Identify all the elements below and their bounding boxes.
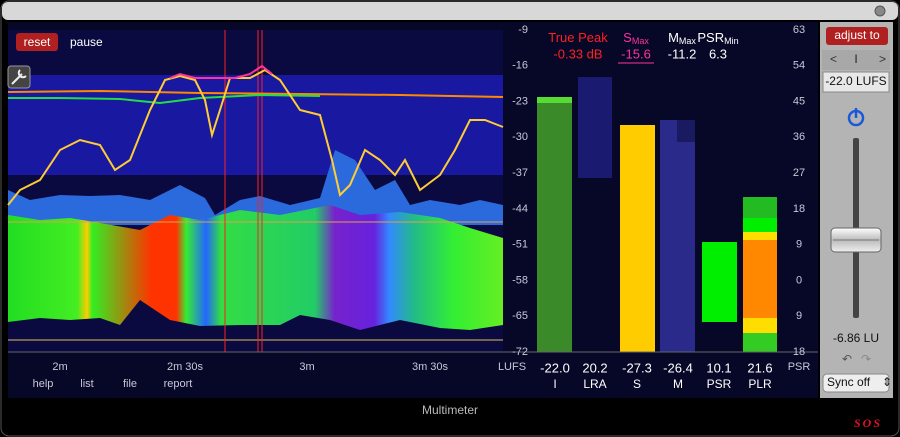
title-bar	[2, 2, 898, 20]
loudness-unit: LUFS	[498, 361, 526, 373]
readout-value: -0.33 dB	[553, 46, 602, 61]
time-label: 2m	[52, 361, 67, 373]
psr-tick: 18	[793, 203, 805, 215]
psr-tick: 18	[793, 346, 805, 358]
sync-label[interactable]: Sync off	[827, 375, 871, 389]
psr-tick: 9	[796, 239, 802, 251]
meter-value: 20.2	[582, 360, 607, 375]
target-field[interactable]	[822, 71, 890, 93]
readout-name: True Peak	[548, 30, 608, 45]
psr-tick: 27	[793, 167, 805, 179]
menu-item[interactable]: help	[33, 378, 54, 390]
time-label: 3m	[299, 361, 314, 373]
meter-label: M	[673, 377, 683, 391]
prev-arrow[interactable]: <	[830, 52, 837, 66]
adjust-button[interactable]	[826, 27, 888, 45]
readout-name: S	[623, 30, 632, 45]
history-graph	[7, 30, 504, 352]
readout-sub: Max	[632, 36, 650, 46]
loudness-tick: -23	[512, 95, 528, 107]
loudness-tick: -30	[512, 131, 528, 143]
meter-value: 21.6	[747, 360, 772, 375]
loudness-tick: -44	[512, 203, 528, 215]
readout-label: True Peak	[548, 30, 608, 45]
time-label: 3m 30s	[412, 361, 449, 373]
psr-tick: 54	[793, 60, 805, 72]
readout-value: -15.6	[621, 46, 651, 61]
psr-tick: 45	[793, 95, 805, 107]
loudness-tick: -51	[512, 239, 528, 251]
meter-label: S	[633, 377, 641, 391]
readout-sub: Max	[679, 36, 697, 46]
undo-button[interactable]: ↶	[842, 352, 852, 366]
gain-value: -6.86 LU	[833, 331, 879, 345]
meter-label: I	[553, 377, 556, 391]
adjust-label[interactable]: adjust to	[834, 28, 880, 42]
readout-sub: Min	[724, 36, 739, 46]
window-button[interactable]	[874, 5, 886, 17]
loudness-tick: -58	[512, 274, 528, 286]
target-value[interactable]: -22.0 LUFS	[825, 74, 886, 88]
meter-value: 10.1	[706, 360, 731, 375]
readout-label: SMax	[623, 30, 649, 46]
readout-label: PSRMin	[697, 30, 738, 46]
footer-title: Multimeter	[422, 403, 478, 417]
readout-value: 6.3	[709, 46, 727, 61]
psr-tick: 36	[793, 131, 805, 143]
dropdown-arrow: ⇕	[882, 375, 892, 389]
psr-tick: 9	[796, 310, 802, 322]
time-label: 2m 30s	[167, 361, 204, 373]
loudness-tick: -9	[518, 24, 528, 36]
meter-label: PSR	[707, 377, 732, 391]
psr-unit: PSR	[788, 361, 811, 373]
reset-label[interactable]: reset	[24, 35, 51, 49]
mode-label: I	[854, 52, 857, 66]
reset-button[interactable]	[16, 33, 58, 51]
meter-bars	[537, 77, 777, 352]
readout-name: M	[668, 30, 679, 45]
meter-value: -27.3	[622, 360, 652, 375]
psr-tick: 0	[796, 274, 802, 286]
menu-item[interactable]: file	[123, 378, 137, 390]
menu-item[interactable]: list	[80, 378, 93, 390]
menu-item[interactable]: report	[164, 378, 193, 390]
meter-value: -26.4	[663, 360, 693, 375]
sync-dropdown[interactable]	[822, 373, 890, 393]
loudness-tick: -72	[512, 346, 528, 358]
redo-button[interactable]: ↷	[861, 352, 871, 366]
sos-badge: SOS	[854, 416, 882, 430]
meter-value: -22.0	[540, 360, 570, 375]
readout-label: MMax	[668, 30, 696, 46]
next-arrow[interactable]: >	[879, 52, 886, 66]
readout-value: -11.2	[668, 46, 697, 61]
meter-label: LRA	[583, 377, 606, 391]
meter-label: PLR	[748, 377, 772, 391]
pause-button[interactable]: pause	[70, 35, 103, 49]
readout-name: PSR	[697, 30, 724, 45]
mode-selector[interactable]	[822, 50, 890, 70]
wrench-icon	[11, 69, 27, 85]
loudness-tick: -65	[512, 310, 528, 322]
loudness-tick: -37	[512, 167, 528, 179]
loudness-tick: -16	[512, 60, 528, 72]
psr-tick: 63	[793, 24, 805, 36]
